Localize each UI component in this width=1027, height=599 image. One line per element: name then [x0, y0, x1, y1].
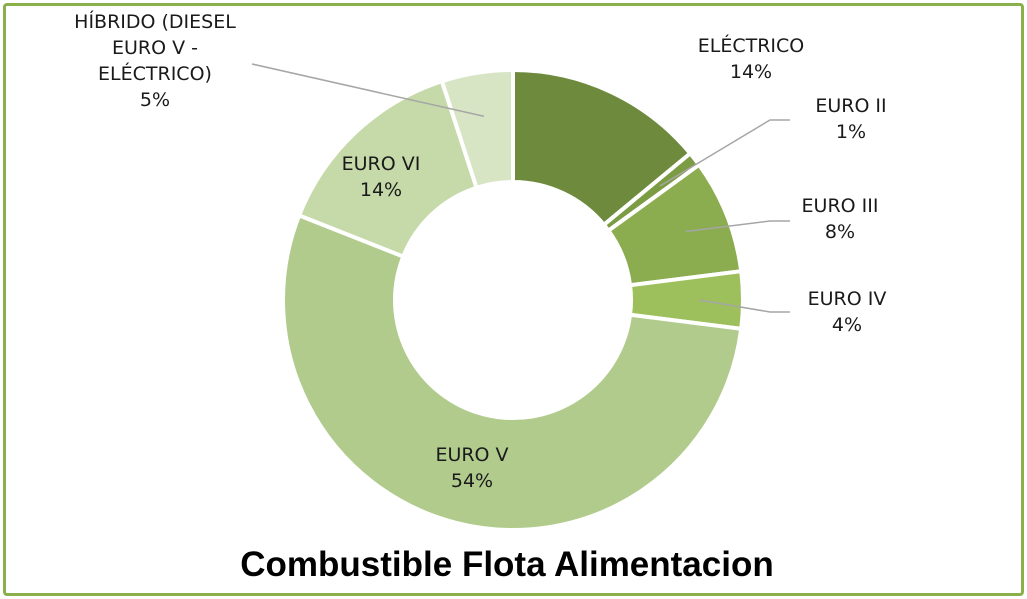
slice-hibrido-diesel-euro-v-electrico [439, 67, 515, 191]
data-label-electrico: ELÉCTRICO 14% [698, 34, 805, 83]
data-label-hibrido-diesel-euro-v-electrico: HÍBRIDO (DIESEL EURO V -ELÉCTRICO) 5% [74, 10, 236, 111]
leader-line-euro-iii [685, 220, 790, 233]
leader-line-hibrido-diesel-euro-v-electrico [251, 63, 485, 118]
data-label-euro-iii: EURO III 8% [802, 195, 879, 243]
data-label-euro-ii: EURO II 1% [815, 95, 886, 143]
chart-title: Combustible Flota Alimentacion [240, 545, 773, 584]
slice-euro-v [281, 212, 744, 532]
slice-electrico [511, 67, 694, 228]
data-label-euro-v: EURO V 54% [435, 444, 508, 492]
data-label-euro-vi: EURO VI 14% [342, 153, 421, 201]
leader-line-euro-iv [698, 299, 790, 313]
slice-euro-vi [296, 78, 480, 260]
leader-line-euro-ii [659, 119, 790, 187]
data-label-euro-iv: EURO IV 4% [808, 288, 887, 336]
